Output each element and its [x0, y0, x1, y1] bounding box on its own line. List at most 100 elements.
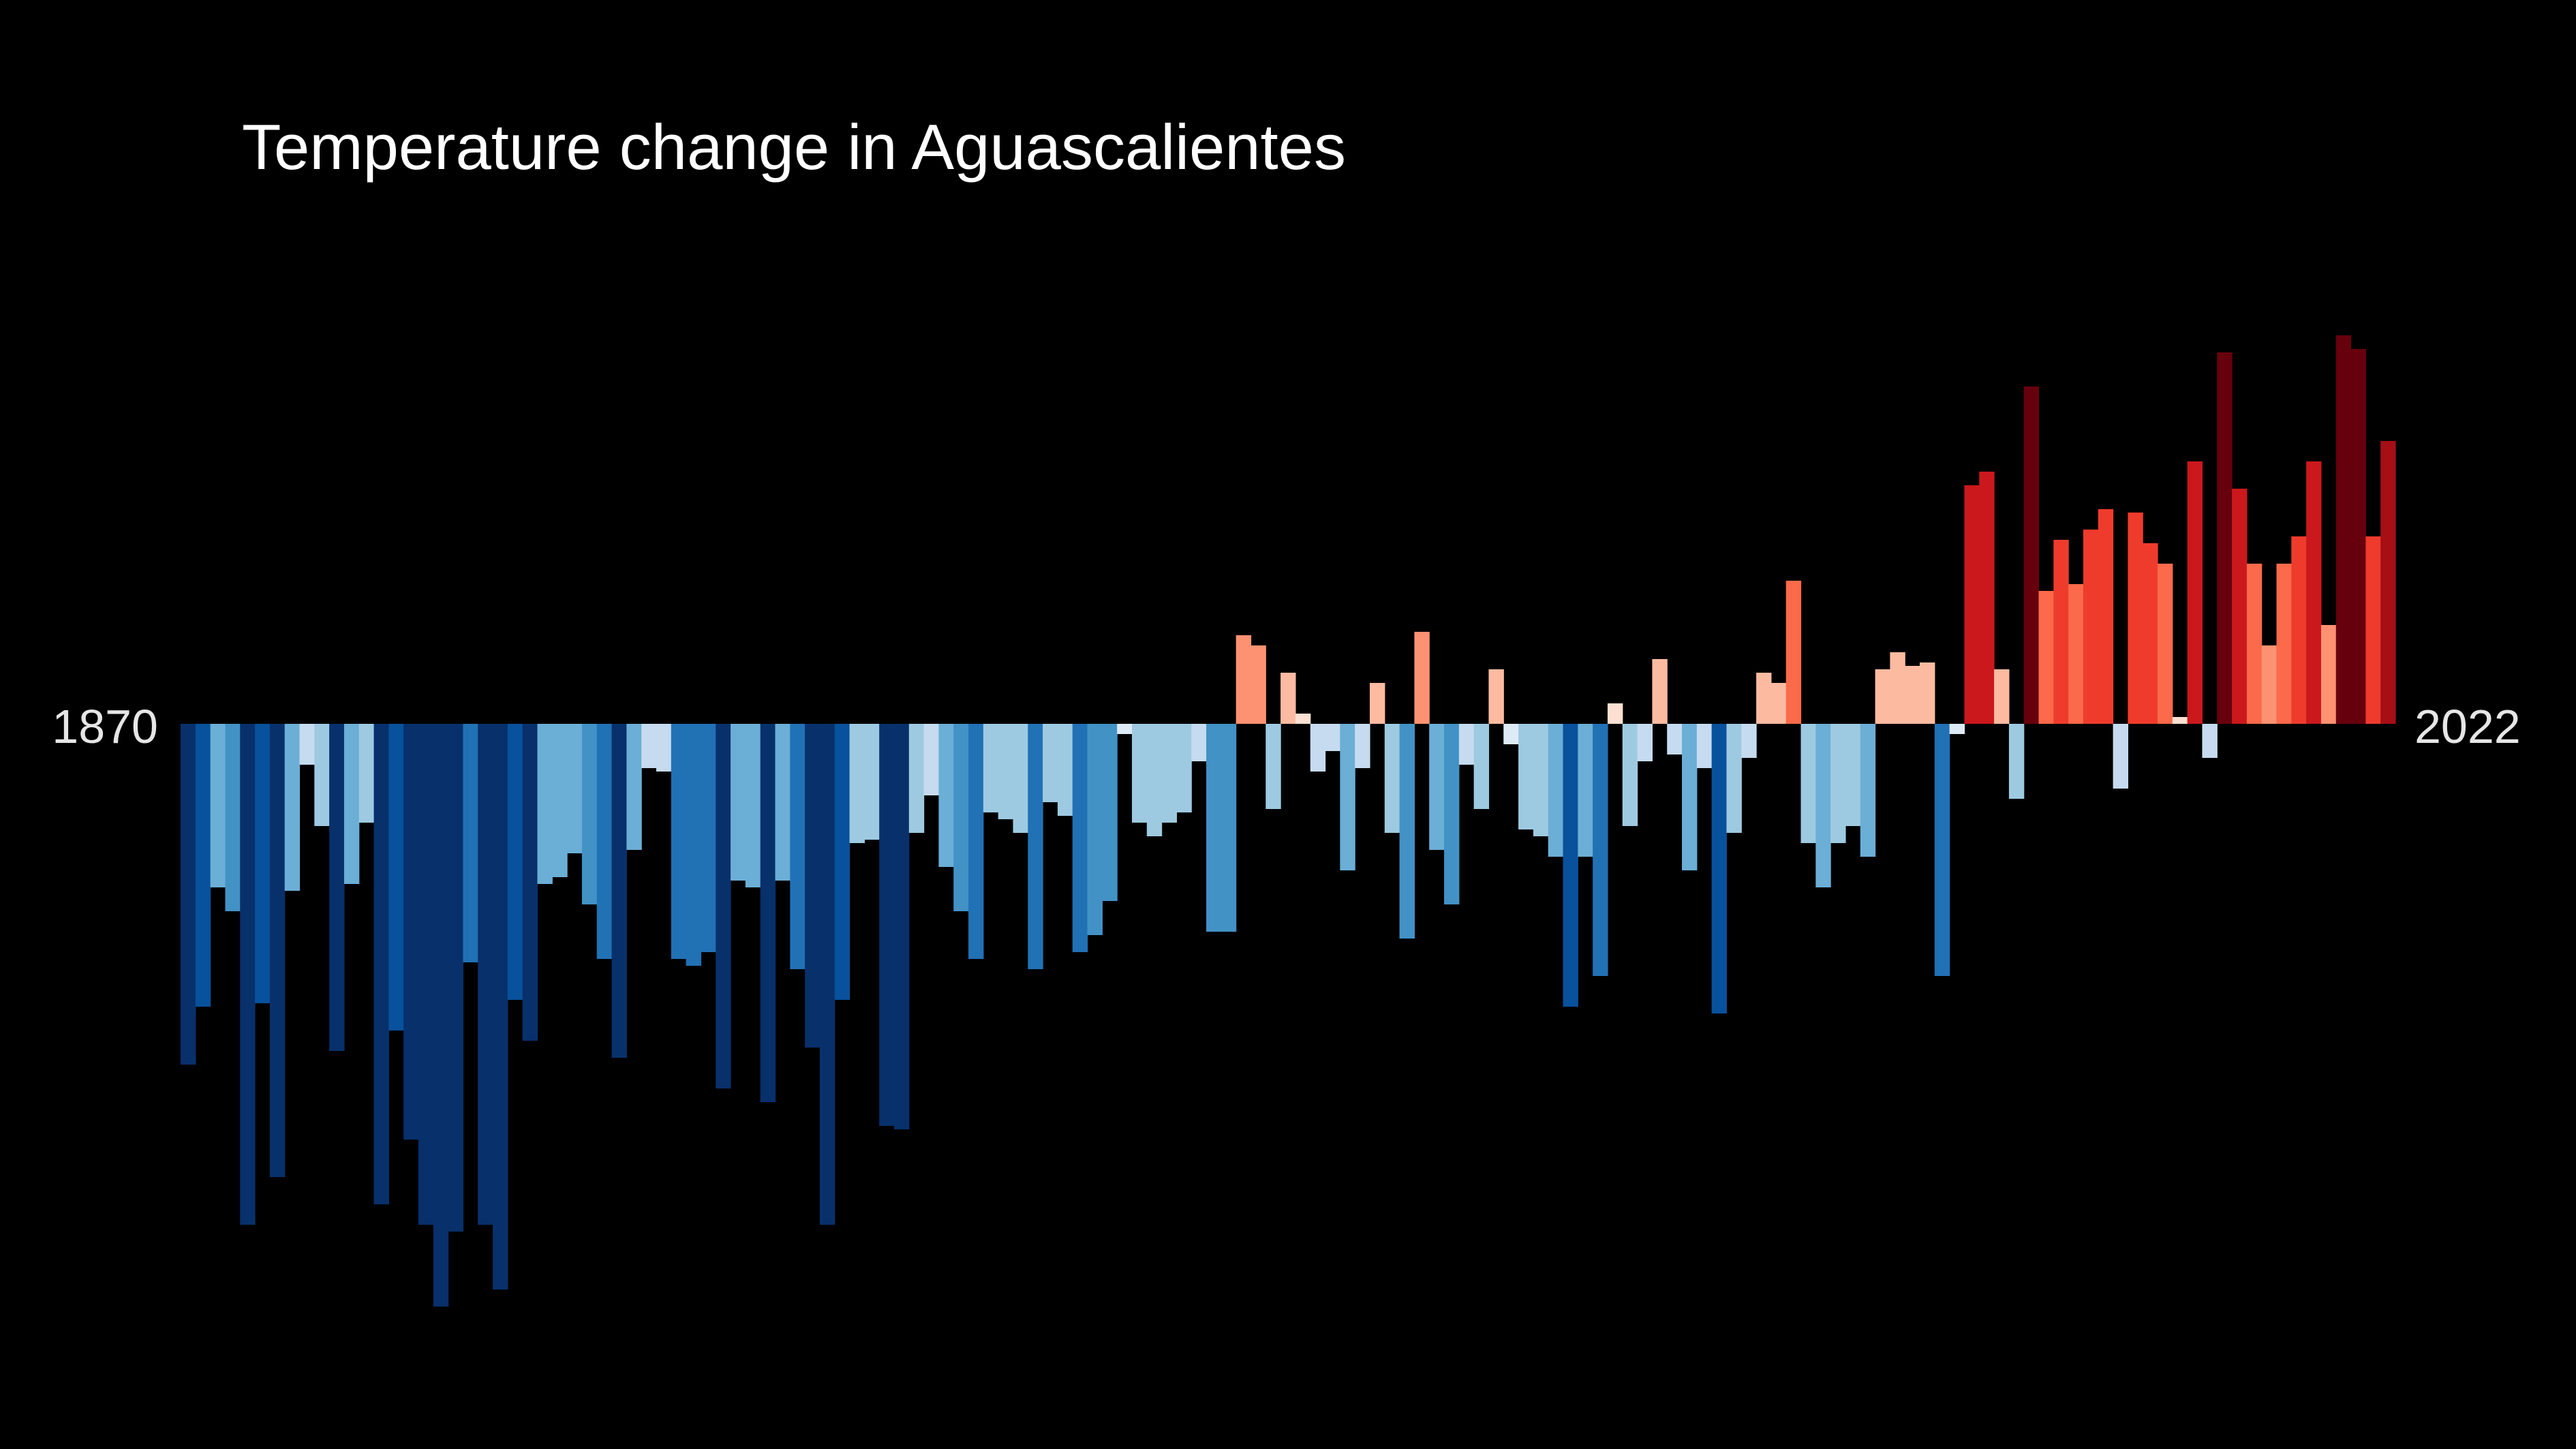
bar-1871	[195, 724, 211, 1007]
bar-1970	[1667, 724, 1683, 754]
bar-1999	[2098, 509, 2114, 724]
bar-1952	[1399, 724, 1415, 939]
bar-1881	[343, 724, 360, 884]
bar-1953	[1414, 632, 1430, 724]
bar-1886	[418, 724, 434, 1225]
bar-1979	[1800, 724, 1816, 843]
bar-1984	[1875, 669, 1890, 724]
bar-1939	[1206, 724, 1222, 932]
bar-1985	[1890, 652, 1905, 724]
bar-1961	[1533, 724, 1549, 836]
bar-1946	[1310, 724, 1326, 772]
bar-1960	[1518, 724, 1534, 829]
bar-1932	[1102, 724, 1118, 901]
bar-2002	[2143, 543, 2158, 724]
bar-1942	[1251, 645, 1266, 724]
bar-1959	[1503, 724, 1519, 744]
bar-1883	[373, 724, 389, 1204]
bar-1957	[1473, 724, 1490, 809]
bar-1919	[908, 724, 925, 833]
bar-1909	[760, 724, 776, 1102]
bar-1994	[2023, 386, 2040, 724]
bar-2007	[2217, 352, 2233, 724]
bar-1891	[493, 724, 508, 1290]
bar-1887	[433, 724, 449, 1307]
bar-1918	[893, 724, 910, 1129]
bar-1920	[923, 724, 940, 795]
bar-1983	[1860, 724, 1876, 857]
bar-1996	[2053, 540, 2069, 724]
bar-1899	[611, 724, 627, 1058]
bar-1876	[269, 724, 286, 1177]
bar-1906	[716, 724, 731, 1088]
bar-1945	[1295, 714, 1311, 724]
bar-2006	[2202, 724, 2218, 758]
bar-1969	[1652, 659, 1668, 724]
bar-1880	[329, 724, 345, 1051]
bar-1956	[1458, 724, 1475, 765]
bar-1884	[388, 724, 404, 1031]
chart-title: Temperature change in Aguascalientes	[242, 111, 1346, 183]
bar-1980	[1815, 724, 1831, 887]
bar-1882	[358, 724, 375, 823]
bar-1912	[805, 724, 821, 1048]
bar-1924	[983, 724, 999, 812]
bar-1893	[522, 724, 538, 1041]
bar-1948	[1340, 724, 1355, 870]
bar-2008	[2232, 489, 2248, 724]
bar-1954	[1429, 724, 1445, 850]
bar-1940	[1221, 724, 1237, 932]
bar-1895	[552, 724, 568, 877]
bar-1917	[879, 724, 895, 1126]
bar-1903	[671, 724, 687, 959]
bar-2000	[2113, 724, 2128, 789]
bar-2016	[2350, 349, 2366, 724]
bar-1978	[1785, 581, 1802, 724]
bar-1898	[596, 724, 613, 959]
bar-2003	[2158, 564, 2173, 724]
bar-1905	[701, 724, 716, 952]
bar-1872	[210, 724, 226, 887]
bar-1951	[1384, 724, 1400, 833]
bar-1937	[1176, 724, 1192, 812]
bar-1894	[537, 724, 553, 884]
bar-1986	[1905, 666, 1920, 724]
bar-1965	[1593, 724, 1608, 976]
bar-2010	[2261, 645, 2278, 724]
bar-2017	[2365, 536, 2381, 724]
bar-1949	[1355, 724, 1370, 768]
bar-1975	[1741, 724, 1757, 758]
bars-group	[181, 335, 2396, 1307]
bar-1995	[2038, 591, 2054, 724]
bar-1989	[1949, 724, 1965, 734]
bar-1973	[1711, 724, 1728, 1013]
bar-1901	[641, 724, 657, 768]
bar-1988	[1934, 724, 1950, 976]
bar-1971	[1682, 724, 1698, 870]
bar-1930	[1072, 724, 1088, 952]
bar-1931	[1087, 724, 1103, 935]
bar-1977	[1770, 683, 1787, 724]
bar-1873	[225, 724, 241, 911]
bar-1888	[448, 724, 464, 1232]
start-year-label: 1870	[52, 700, 158, 753]
bar-1877	[284, 724, 301, 891]
bar-1982	[1845, 724, 1861, 826]
bar-1870	[181, 724, 196, 1065]
bar-1936	[1161, 724, 1178, 823]
bar-1926	[1013, 724, 1028, 833]
bar-1966	[1607, 703, 1623, 724]
bar-1928	[1043, 724, 1058, 802]
bar-1910	[775, 724, 791, 881]
bar-1938	[1191, 724, 1207, 761]
bar-1885	[403, 724, 419, 1140]
bar-1991	[1979, 472, 1995, 724]
bar-1922	[953, 724, 969, 911]
bar-2004	[2172, 717, 2188, 724]
bar-1962	[1548, 724, 1564, 857]
bar-1929	[1057, 724, 1073, 816]
bar-2018	[2380, 441, 2396, 724]
bar-1921	[938, 724, 954, 867]
